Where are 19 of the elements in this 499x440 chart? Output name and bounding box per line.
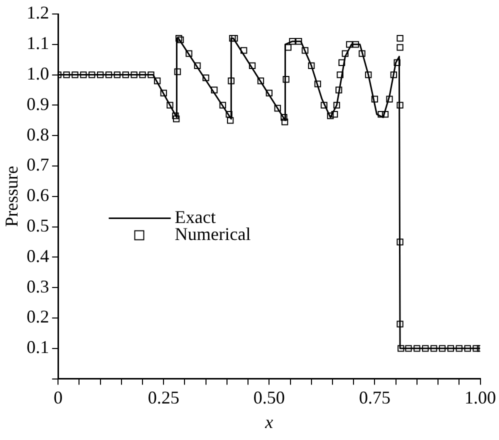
y-tick-label: 0.2	[26, 306, 50, 327]
y-tick-label: 0.7	[26, 154, 50, 175]
y-tick-label: 1.2	[26, 2, 50, 23]
y-tick-label: 1.0	[26, 64, 50, 84]
y-tick-label: 0.3	[26, 276, 50, 296]
x-tick-label: 0.50	[253, 387, 285, 408]
y-tick-label: 1.1	[26, 33, 50, 54]
y-tick-label: 0.5	[26, 216, 50, 236]
y-tick-label: 0.1	[26, 337, 50, 358]
x-tick-label: 0.25	[148, 387, 180, 408]
x-axis-title: x	[264, 412, 274, 432]
x-tick-label: 0	[54, 387, 63, 408]
x-tick-label: 0.75	[358, 387, 390, 408]
x-tick-label: 1.00	[464, 387, 496, 408]
y-tick-label: 0.8	[26, 124, 50, 144]
y-tick-label: 0.9	[26, 94, 50, 114]
y-tick-label: 0.6	[26, 185, 50, 206]
y-tick-label: 0.4	[26, 246, 50, 266]
y-axis-title: Pressure	[2, 166, 22, 227]
